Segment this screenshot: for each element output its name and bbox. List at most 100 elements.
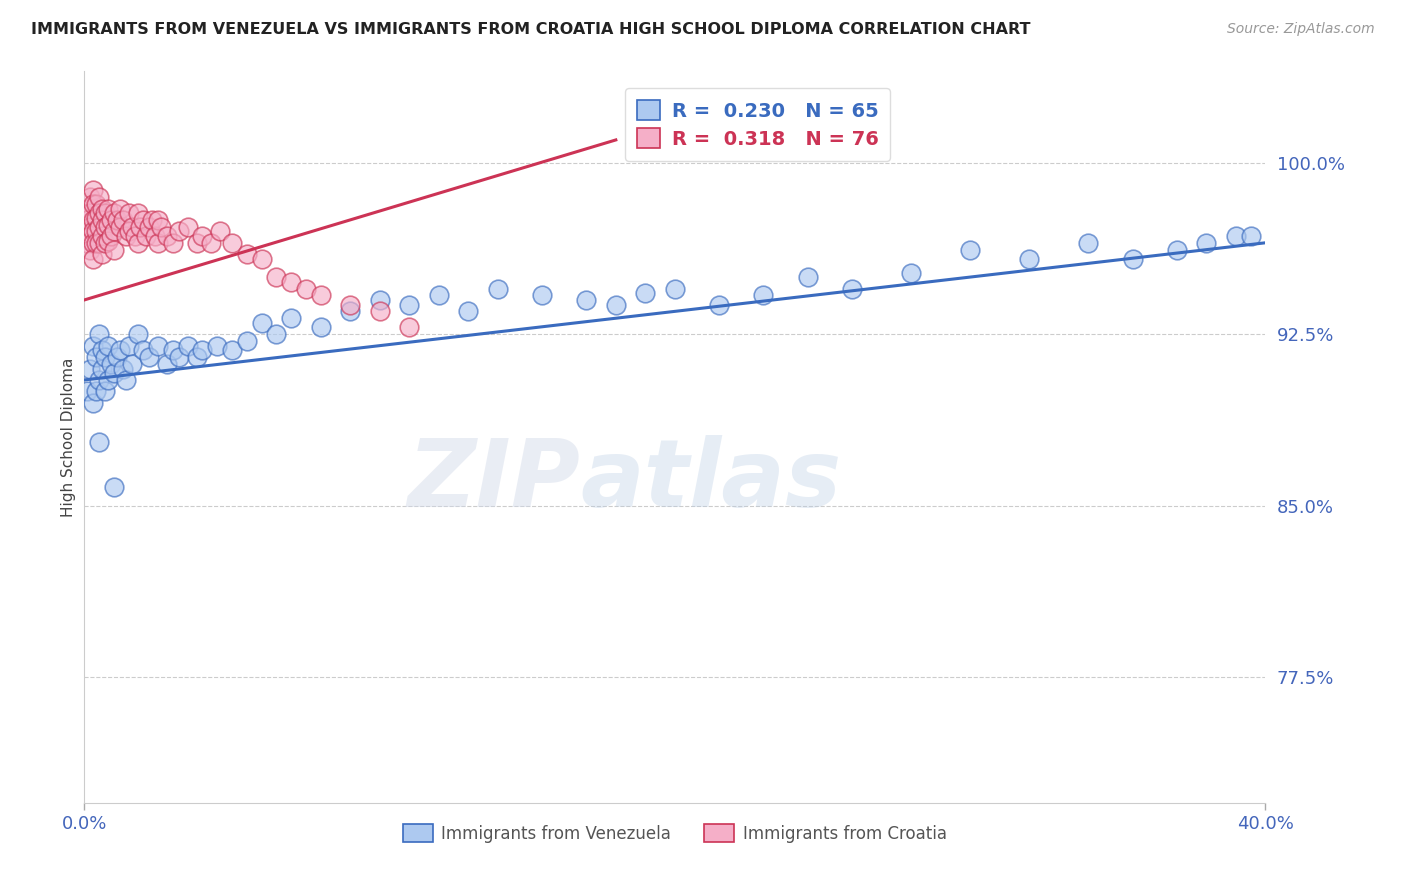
Point xyxy=(82,197,104,211)
Point xyxy=(87,206,111,220)
Point xyxy=(97,202,120,216)
Point xyxy=(97,234,120,248)
Point xyxy=(138,350,160,364)
Point xyxy=(87,373,111,387)
Point xyxy=(280,311,302,326)
Point xyxy=(82,396,104,410)
Point xyxy=(1240,228,1263,243)
Point xyxy=(118,206,141,220)
Point xyxy=(177,219,200,234)
Point xyxy=(82,252,104,266)
Point xyxy=(634,286,657,301)
Point xyxy=(84,235,107,250)
Point xyxy=(209,224,232,238)
Point xyxy=(398,297,420,311)
Point xyxy=(236,334,259,348)
Point xyxy=(100,228,122,243)
Point xyxy=(1077,235,1099,250)
Point xyxy=(79,206,101,220)
Point xyxy=(457,304,479,318)
Point xyxy=(103,224,125,238)
Text: ZIP: ZIP xyxy=(408,435,581,527)
Point xyxy=(162,235,184,250)
Point xyxy=(127,327,149,342)
Point xyxy=(531,288,554,302)
Point xyxy=(1018,252,1040,266)
Point xyxy=(94,206,117,220)
Point xyxy=(103,206,125,220)
Point xyxy=(132,213,155,227)
Point xyxy=(105,213,128,227)
Point xyxy=(118,338,141,352)
Point xyxy=(87,235,111,250)
Text: IMMIGRANTS FROM VENEZUELA VS IMMIGRANTS FROM CROATIA HIGH SCHOOL DIPLOMA CORRELA: IMMIGRANTS FROM VENEZUELA VS IMMIGRANTS … xyxy=(31,22,1031,37)
Point xyxy=(111,361,134,376)
Point xyxy=(97,373,120,387)
Point xyxy=(486,281,509,295)
Point xyxy=(105,350,128,364)
Point xyxy=(79,190,101,204)
Point xyxy=(108,202,131,216)
Point xyxy=(82,338,104,352)
Point xyxy=(575,293,598,307)
Point xyxy=(91,213,114,227)
Point xyxy=(87,327,111,342)
Point xyxy=(266,327,288,342)
Point xyxy=(100,213,122,227)
Point xyxy=(84,224,107,238)
Text: Source: ZipAtlas.com: Source: ZipAtlas.com xyxy=(1227,22,1375,37)
Point xyxy=(91,202,114,216)
Point xyxy=(79,361,101,376)
Point xyxy=(76,235,98,250)
Point xyxy=(368,304,391,318)
Point xyxy=(121,219,143,234)
Point xyxy=(94,384,117,399)
Point xyxy=(191,228,214,243)
Point xyxy=(191,343,214,358)
Point xyxy=(87,219,111,234)
Point xyxy=(114,228,136,243)
Point xyxy=(186,350,208,364)
Point xyxy=(280,275,302,289)
Point xyxy=(141,213,163,227)
Point xyxy=(127,235,149,250)
Point xyxy=(156,357,179,371)
Point xyxy=(135,228,157,243)
Point xyxy=(1195,235,1218,250)
Point xyxy=(368,293,391,307)
Point xyxy=(150,219,173,234)
Point xyxy=(114,373,136,387)
Point xyxy=(132,343,155,358)
Point xyxy=(76,213,98,227)
Point xyxy=(118,224,141,238)
Point xyxy=(82,213,104,227)
Point xyxy=(250,252,273,266)
Point xyxy=(103,480,125,494)
Point xyxy=(148,338,170,352)
Point xyxy=(1225,228,1247,243)
Point xyxy=(82,235,104,250)
Point xyxy=(339,297,361,311)
Point xyxy=(309,288,332,302)
Point xyxy=(295,281,318,295)
Point xyxy=(129,219,152,234)
Point xyxy=(148,235,170,250)
Point xyxy=(91,247,114,261)
Point xyxy=(91,361,114,376)
Point xyxy=(664,281,686,295)
Point xyxy=(127,206,149,220)
Point xyxy=(605,297,627,311)
Point xyxy=(177,338,200,352)
Point xyxy=(87,434,111,449)
Point xyxy=(79,228,101,243)
Point xyxy=(752,288,775,302)
Point xyxy=(97,338,120,352)
Point xyxy=(1166,243,1188,257)
Point xyxy=(207,338,229,352)
Point xyxy=(309,320,332,334)
Text: atlas: atlas xyxy=(581,435,842,527)
Point xyxy=(221,235,243,250)
Point xyxy=(94,219,117,234)
Point xyxy=(108,219,131,234)
Point xyxy=(900,265,922,279)
